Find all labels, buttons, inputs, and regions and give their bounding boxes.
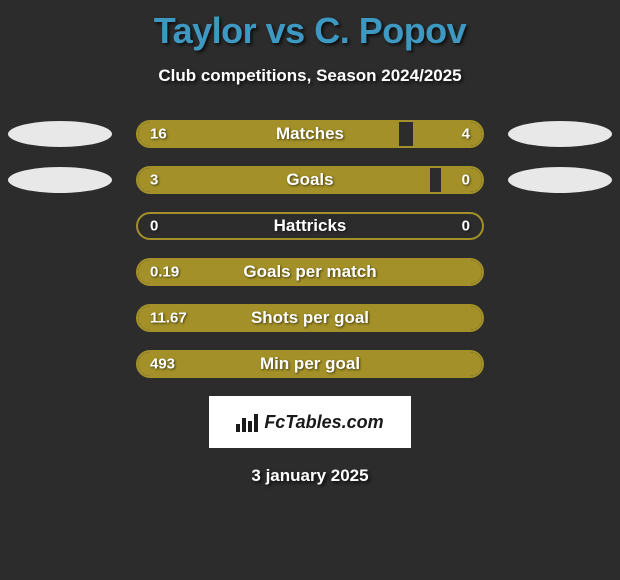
stat-bar: 16 4 Matches [136,120,484,148]
stat-value-right: 0 [462,218,470,235]
subtitle: Club competitions, Season 2024/2025 [0,66,620,86]
player-marker-left [8,167,112,193]
bar-segment-left [138,122,399,146]
stat-value-right: 4 [462,126,470,143]
stat-value-left: 0 [150,218,158,235]
page-title: Taylor vs C. Popov [0,0,620,52]
source-badge: FcTables.com [209,396,411,448]
player-marker-left [8,121,112,147]
stat-value-left: 3 [150,172,158,189]
stat-value-right: 0 [462,172,470,189]
stat-value-left: 11.67 [150,310,187,327]
stat-bar: 0.19 Goals per match [136,258,484,286]
stat-label: Goals [286,170,333,190]
stat-value-left: 16 [150,126,167,143]
bar-segment-left [138,168,430,192]
stat-row: 3 0 Goals [0,166,620,194]
stat-label: Min per goal [260,354,360,374]
stat-label: Shots per goal [251,308,369,328]
bar-segment-right [413,122,482,146]
stat-row: 0.19 Goals per match [0,258,620,286]
stat-bar: 11.67 Shots per goal [136,304,484,332]
bar-chart-icon [236,412,258,432]
stat-row: 493 Min per goal [0,350,620,378]
stat-row: 11.67 Shots per goal [0,304,620,332]
stat-row: 16 4 Matches [0,120,620,148]
stat-bar: 493 Min per goal [136,350,484,378]
stat-row: 0 0 Hattricks [0,212,620,240]
player-marker-right [508,121,612,147]
badge-text: FcTables.com [264,412,383,433]
stat-label: Hattricks [274,216,347,236]
stat-bar: 0 0 Hattricks [136,212,484,240]
stat-label: Goals per match [243,262,376,282]
comparison-chart: 16 4 Matches 3 0 Goals 0 0 Hattricks 0.19 Goals pe… [0,120,620,378]
player-marker-right [508,167,612,193]
stat-value-left: 0.19 [150,264,179,281]
stat-bar: 3 0 Goals [136,166,484,194]
stat-label: Matches [276,124,344,144]
stat-value-left: 493 [150,356,175,373]
date-label: 3 january 2025 [0,466,620,486]
